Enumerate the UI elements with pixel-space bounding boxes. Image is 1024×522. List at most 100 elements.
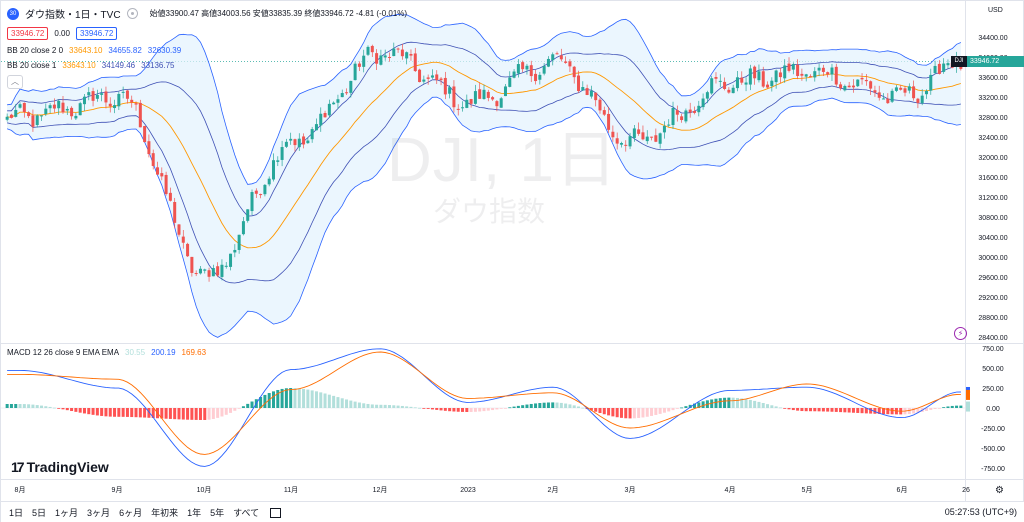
candle-body (839, 84, 843, 89)
macd-hist-bar (340, 398, 344, 408)
candle-body (899, 87, 903, 90)
candle-body (302, 136, 306, 145)
macd-hist-bar (697, 402, 701, 408)
sell-button[interactable]: 33946.72 (7, 27, 49, 40)
candle-body (748, 68, 752, 85)
time-tick-label: 26 (962, 487, 970, 494)
candle-body (151, 153, 155, 166)
macd-hist-bar (108, 408, 112, 417)
macd-hist-bar (52, 407, 56, 409)
macd-hist-bar (426, 408, 430, 409)
macd-legend[interactable]: MACD 12 26 close 9 EMA EMA 30.55 200.19 … (7, 348, 206, 357)
macd-value: 200.19 (151, 348, 176, 357)
macd-hist-bar (229, 408, 233, 413)
macd-hist-bar (362, 403, 366, 408)
candle-body (503, 86, 507, 97)
range-1m[interactable]: 1ヶ月 (55, 508, 79, 518)
candle-body (452, 86, 456, 108)
symbol-legend[interactable]: 30 ダウ指数・1日・TVC 始値33900.47 高値34003.56 安値3… (7, 6, 407, 21)
macd-hist-bar (104, 408, 108, 417)
macd-hist-bar (130, 408, 134, 418)
candle-body (267, 178, 271, 185)
macd-hist-bar (916, 408, 920, 413)
macd-hist-bar (246, 403, 250, 408)
candle-body (692, 110, 697, 113)
macd-hist-bar (177, 408, 181, 420)
macd-hist-bar (409, 406, 413, 408)
candle-body (697, 105, 701, 113)
candle-body (615, 138, 619, 144)
macd-tick-label: -500.00 (981, 446, 1005, 453)
buy-button[interactable]: 33946.72 (75, 27, 118, 40)
candle-body (27, 112, 31, 117)
candle-body (125, 90, 129, 99)
macd-hist-bar (366, 403, 370, 408)
range-6m[interactable]: 6ヶ月 (119, 508, 143, 518)
spread-value: 0.00 (54, 29, 70, 38)
candle-body (770, 80, 774, 87)
macd-hist-bar (912, 408, 916, 414)
candle-body (52, 104, 56, 109)
bb2-legend[interactable]: BB 20 close 2 0 33643.10 34655.82 32630.… (7, 46, 181, 55)
macd-hist-bar (882, 408, 886, 415)
macd-hist-bar (224, 408, 228, 415)
candle-body (658, 133, 662, 144)
candle-body (491, 97, 495, 100)
time-tick-label: 8月 (15, 486, 26, 494)
macd-hist-bar (503, 408, 507, 409)
candle-body (856, 79, 860, 87)
macd-line (7, 348, 961, 467)
currency-label[interactable]: USD (988, 7, 1003, 14)
bb1-legend[interactable]: BB 20 close 1 33643.10 34149.46 33136.75 (7, 61, 175, 70)
price-chart[interactable]: 34400.0034000.0033600.0033200.0032800.00… (1, 1, 1024, 501)
candle-body (808, 76, 812, 78)
macd-hist-bar (671, 408, 675, 411)
macd-hist-bar (860, 408, 864, 414)
candle-body (860, 77, 864, 80)
macd-hist-bar (422, 408, 426, 409)
axis-settings-icon[interactable]: ⚙ (995, 485, 1004, 496)
collapse-legend-button[interactable]: ︿ (7, 75, 23, 89)
candle-body (611, 131, 615, 138)
macd-label: MACD 12 26 close 9 EMA EMA (7, 348, 120, 357)
macd-hist-bar (65, 408, 69, 411)
macd-hist-bar (392, 405, 396, 408)
tradingview-name: TradingView (26, 459, 109, 475)
range-5y[interactable]: 5年 (210, 508, 225, 518)
candle-body (190, 256, 194, 273)
macd-hist-bar (319, 392, 323, 408)
candle-body (289, 138, 293, 141)
macd-hist-bar (207, 408, 211, 420)
candle-body (211, 268, 215, 277)
macd-hist-bar (310, 390, 314, 408)
candle-body (796, 64, 800, 76)
candle-body (413, 53, 417, 72)
macd-hist-bar (259, 396, 263, 408)
range-1d[interactable]: 1日 (9, 508, 24, 518)
macd-hist-bar (534, 403, 538, 408)
symbol-title[interactable]: ダウ指数・1日・TVC (25, 10, 121, 21)
price-tick-label: 31600.00 (978, 175, 1007, 182)
candle-body (650, 136, 654, 138)
range-3m[interactable]: 3ヶ月 (87, 508, 111, 518)
candle-body (589, 90, 593, 97)
price-tick-label: 30400.00 (978, 235, 1007, 242)
lightning-icon[interactable]: ⚡ (954, 327, 967, 340)
clock[interactable]: 05:27:53 (UTC+9) (944, 507, 1017, 517)
candle-body (624, 144, 628, 146)
macd-hist-bar (271, 391, 276, 408)
macd-hist-bar (465, 408, 469, 412)
candle-body (35, 115, 39, 126)
candle-body (224, 265, 228, 267)
candle-body (916, 98, 920, 103)
eye-icon[interactable] (126, 8, 138, 19)
range-5d[interactable]: 5日 (32, 508, 47, 518)
macd-hist-bar (753, 400, 757, 408)
range-ytd[interactable]: 年初来 (151, 508, 179, 518)
hist-axis-tag (966, 401, 970, 412)
calendar-icon[interactable] (270, 507, 282, 518)
candle-body (91, 91, 95, 101)
range-all[interactable]: すべて (233, 508, 260, 518)
range-1y[interactable]: 1年 (187, 508, 202, 518)
price-tick-label: 29600.00 (978, 275, 1007, 282)
